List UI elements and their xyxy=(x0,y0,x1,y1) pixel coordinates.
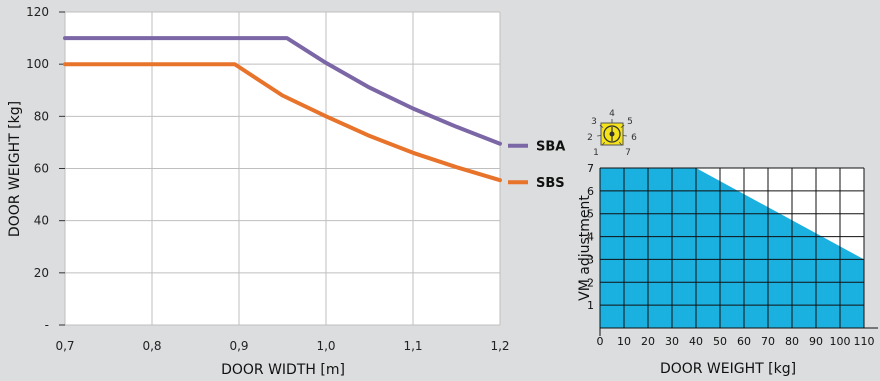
dial-tick xyxy=(622,135,627,137)
right-y-tick-label: 6 xyxy=(587,185,594,198)
left-x-tick-label: 1,2 xyxy=(490,339,509,353)
left-y-tick-label: - xyxy=(45,318,49,332)
right-x-tick-label: 80 xyxy=(785,335,799,348)
legend-label-sbs: SBS xyxy=(536,176,565,191)
dial-tick xyxy=(597,135,602,137)
left-y-tick-label: 20 xyxy=(34,266,49,280)
series-line-sbs xyxy=(63,62,502,183)
right-y-tick-label: 2 xyxy=(587,276,594,289)
right-y-tick-label: 5 xyxy=(587,208,594,221)
right-x-tick-label: 60 xyxy=(737,335,751,348)
right-x-tick-label: 90 xyxy=(809,335,823,348)
left-y-axis-label: DOOR WEIGHT [kg] xyxy=(7,101,23,237)
vm-allowed-area xyxy=(600,168,864,328)
dial-position-label: 5 xyxy=(627,117,633,127)
left-y-tick-label: 120 xyxy=(26,5,49,19)
left-y-tick-label: 100 xyxy=(26,57,49,71)
right-x-tick-label: 20 xyxy=(641,335,655,348)
dial-tick xyxy=(599,124,604,128)
dial-ring xyxy=(603,125,621,143)
left-x-tick-label: 0,9 xyxy=(229,339,248,353)
right-y-tick-label: 1 xyxy=(587,299,594,312)
left-y-tick-label: 40 xyxy=(34,214,49,228)
dial-position-label: 7 xyxy=(625,148,631,158)
left-x-tick-label: 0,7 xyxy=(55,339,74,353)
door-weight-vs-width-chart: 0,7 0,8 0,9 1,0 1,1 1,2 - 20 40 60 80 100 120 SBA SBS… xyxy=(7,5,565,378)
left-x-tick-label: 0,8 xyxy=(142,339,161,353)
dial-tick xyxy=(619,141,623,146)
vm-adjustment-dial-icon: 12 3 4 5 67 xyxy=(587,109,637,158)
right-x-tick-label: 40 xyxy=(689,335,703,348)
dial-position-label: 6 xyxy=(631,133,637,143)
right-y-tick-label: 7 xyxy=(587,162,594,175)
series-line-sba xyxy=(63,36,502,146)
dial-position-label: 1 xyxy=(593,148,599,158)
dial-tick xyxy=(620,124,625,128)
left-y-tick-label: 60 xyxy=(34,162,49,176)
dial-position-label: 3 xyxy=(591,117,597,127)
right-y-tick-label: 4 xyxy=(587,231,594,244)
dial-position-label: 2 xyxy=(587,133,593,143)
right-x-tick-label: 50 xyxy=(713,335,727,348)
right-x-tick-label: 100 xyxy=(830,335,851,348)
left-x-tick-label: 1,0 xyxy=(316,339,335,353)
right-x-tick-label: 70 xyxy=(761,335,775,348)
right-x-tick-label: 0 xyxy=(597,335,604,348)
dial-center xyxy=(609,131,615,137)
left-y-tick-label: 80 xyxy=(34,109,49,123)
right-x-tick-label: 10 xyxy=(617,335,631,348)
right-x-axis-label: DOOR WEIGHT [kg] xyxy=(660,361,796,377)
right-y-tick-label: 3 xyxy=(587,253,594,266)
right-y-axis-label: VM adjustment xyxy=(577,195,593,301)
legend-label-sba: SBA xyxy=(536,140,565,155)
dial-position-label: 4 xyxy=(609,109,615,119)
left-x-tick-label: 1,1 xyxy=(403,339,422,353)
right-x-tick-label: 30 xyxy=(665,335,679,348)
left-x-axis-label: DOOR WIDTH [m] xyxy=(221,362,345,378)
dial-tick xyxy=(601,141,605,146)
right-x-tick-label: 110 xyxy=(854,335,875,348)
